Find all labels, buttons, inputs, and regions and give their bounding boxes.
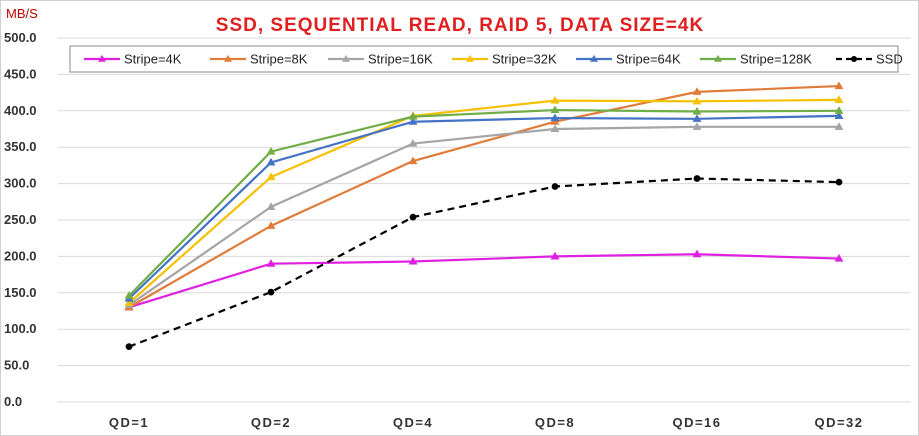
legend-item: Stripe=64K bbox=[576, 52, 681, 67]
data-point bbox=[550, 124, 560, 133]
legend: Stripe=4K Stripe=8K Stripe=16K Stripe=32K St… bbox=[69, 45, 903, 73]
x-tick-label: QD=2 bbox=[251, 415, 291, 430]
legend-label: Stripe=8K bbox=[250, 52, 308, 67]
data-point bbox=[692, 96, 702, 105]
data-point bbox=[834, 81, 844, 90]
series-line bbox=[128, 253, 840, 309]
data-point bbox=[224, 54, 232, 62]
data-point bbox=[551, 183, 559, 190]
data-point bbox=[408, 138, 418, 147]
x-tick-label: QD=16 bbox=[672, 415, 721, 430]
data-point bbox=[408, 117, 418, 125]
data-point bbox=[408, 156, 418, 165]
data-point bbox=[851, 56, 857, 62]
data-point bbox=[834, 122, 844, 130]
series-line bbox=[128, 114, 840, 300]
y-axis-unit: MB/S bbox=[6, 6, 38, 21]
series-stripe-8k bbox=[124, 81, 844, 311]
y-tick-label: 400.0 bbox=[4, 103, 37, 118]
y-tick-label: 200.0 bbox=[4, 248, 37, 263]
legend-label: SSD bbox=[876, 52, 903, 67]
data-point bbox=[692, 249, 702, 258]
data-point bbox=[266, 157, 276, 166]
series-line bbox=[128, 84, 840, 309]
x-tick-label: QD=1 bbox=[109, 415, 149, 430]
data-point bbox=[266, 202, 276, 210]
y-tick-label: 500.0 bbox=[4, 30, 37, 45]
data-point bbox=[692, 87, 702, 95]
data-point bbox=[692, 106, 702, 115]
data-point bbox=[266, 259, 276, 267]
series-stripe-64k bbox=[124, 111, 844, 302]
y-tick-label: 250.0 bbox=[4, 212, 37, 227]
legend-item: Stripe=4K bbox=[84, 52, 182, 67]
data-point bbox=[834, 111, 844, 119]
data-point bbox=[550, 96, 560, 104]
y-tick-label: 50.0 bbox=[4, 358, 29, 373]
legend-label: Stripe=16K bbox=[368, 52, 433, 67]
data-point bbox=[266, 146, 276, 155]
y-tick-label: 0.0 bbox=[4, 394, 22, 409]
y-tick-label: 150.0 bbox=[4, 285, 37, 300]
data-point bbox=[124, 298, 134, 307]
data-point bbox=[266, 172, 276, 181]
chart-title: SSD, SEQUENTIAL READ, RAID 5, DATA SIZE=… bbox=[216, 15, 704, 36]
data-point bbox=[266, 221, 276, 229]
data-point bbox=[267, 288, 275, 296]
data-point bbox=[834, 106, 844, 114]
y-tick-label: 450.0 bbox=[4, 66, 37, 81]
data-point bbox=[124, 291, 134, 299]
legend-label: Stripe=128K bbox=[740, 52, 812, 67]
y-tick-label: 300.0 bbox=[4, 176, 37, 191]
series-line bbox=[128, 125, 839, 307]
gridlines bbox=[58, 37, 910, 403]
data-point bbox=[834, 95, 844, 103]
legend-item: Stripe=32K bbox=[452, 52, 557, 67]
data-point bbox=[408, 256, 418, 265]
x-axis-ticks: QD=1 QD=2 QD=4 QD=8 QD=16 QD=32 bbox=[109, 415, 863, 430]
data-point bbox=[342, 54, 350, 62]
series-line bbox=[128, 98, 840, 304]
legend-label: Stripe=32K bbox=[492, 52, 557, 67]
legend-item: SSD bbox=[836, 52, 903, 67]
legend-items: Stripe=4K Stripe=8K Stripe=16K Stripe=32K St… bbox=[84, 52, 903, 67]
y-tick-label: 100.0 bbox=[4, 321, 37, 336]
data-point bbox=[550, 105, 560, 114]
y-axis-ticks: 0.0 50.0 100.0 150.0 200.0 250.0 300.0 350.0 400… bbox=[4, 30, 37, 409]
data-point bbox=[466, 54, 474, 62]
data-point bbox=[409, 213, 417, 221]
x-tick-label: QD=4 bbox=[393, 415, 433, 430]
series-line bbox=[128, 108, 840, 297]
data-point bbox=[692, 114, 702, 122]
legend-label: Stripe=64K bbox=[616, 52, 681, 67]
data-point bbox=[834, 253, 844, 262]
data-point bbox=[550, 113, 560, 122]
legend-item: Stripe=16K bbox=[328, 52, 433, 67]
series-stripe-128k bbox=[124, 105, 844, 299]
data-point bbox=[693, 175, 701, 182]
legend-item: Stripe=128K bbox=[700, 52, 812, 67]
series-lines bbox=[124, 81, 844, 351]
data-point bbox=[98, 54, 106, 62]
data-point bbox=[408, 112, 418, 120]
x-tick-label: QD=32 bbox=[814, 415, 863, 430]
series-line bbox=[128, 177, 840, 348]
data-point bbox=[714, 54, 722, 62]
legend-label: Stripe=4K bbox=[124, 52, 182, 67]
data-point bbox=[835, 178, 843, 186]
series-stripe-16k bbox=[124, 122, 844, 309]
data-point bbox=[692, 122, 702, 130]
data-point bbox=[125, 343, 133, 351]
data-point bbox=[590, 54, 598, 62]
series-ssd bbox=[125, 175, 843, 351]
x-tick-label: QD=8 bbox=[535, 415, 575, 430]
y-tick-label: 350.0 bbox=[4, 139, 37, 154]
data-point bbox=[550, 251, 560, 260]
legend-item: Stripe=8K bbox=[210, 52, 308, 67]
